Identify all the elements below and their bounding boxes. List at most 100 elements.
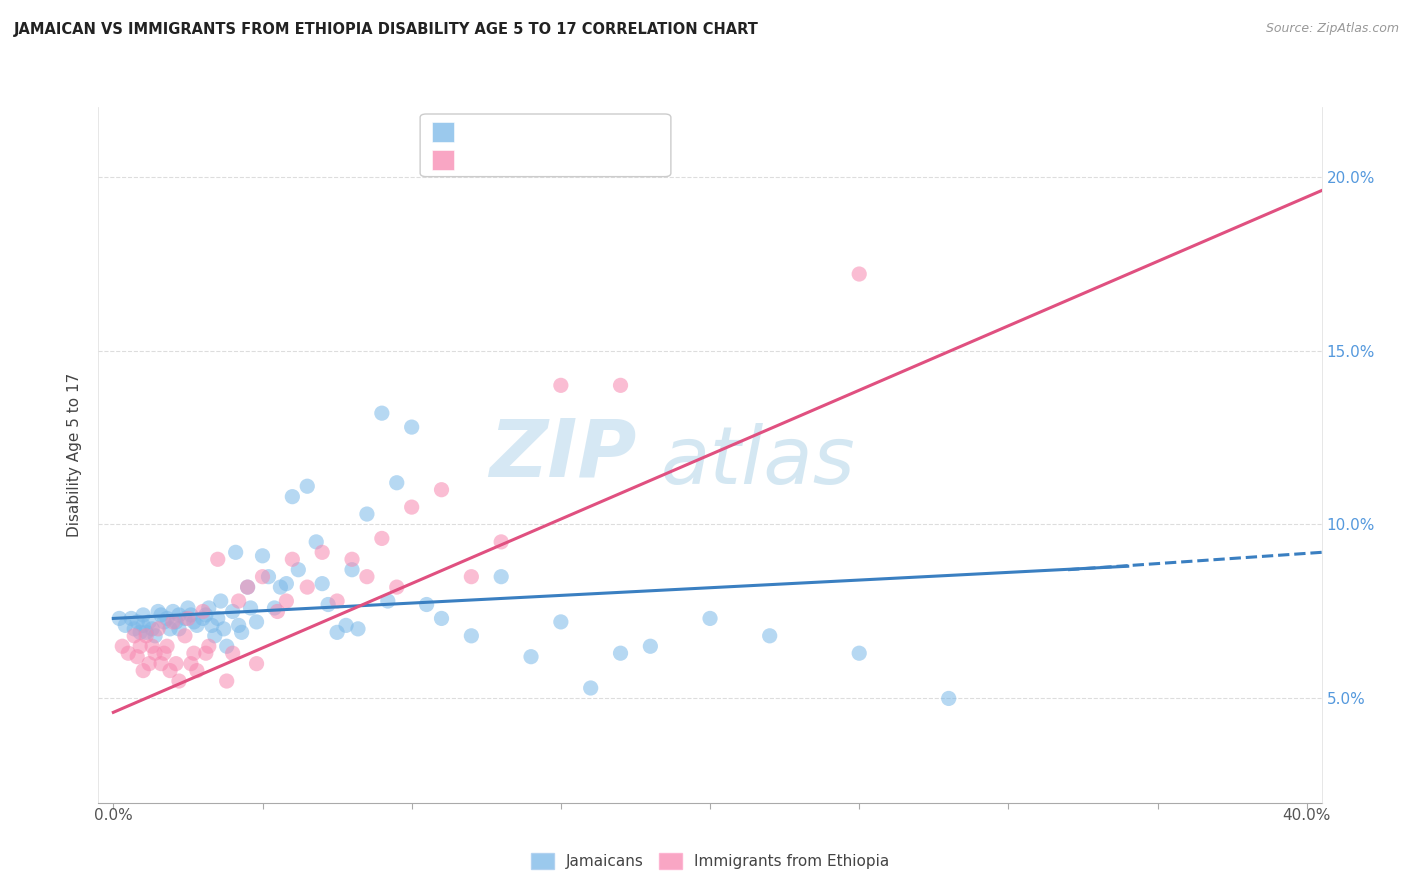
Point [326,594,349,608]
Point [153,615,176,629]
Point [129,639,152,653]
Text: 40.0%: 40.0% [1282,807,1331,822]
Point [401,500,423,514]
Point [198,639,221,653]
Point [146,622,169,636]
Point [156,639,179,653]
Point [198,601,221,615]
Point [117,646,139,660]
Point [371,532,394,546]
Point [165,657,187,671]
Point [699,611,721,625]
Point [489,570,512,584]
Text: ZIP: ZIP [489,416,637,494]
Point [430,483,453,497]
Point [209,594,232,608]
Point [132,618,155,632]
Point [609,646,631,660]
Point [207,552,229,566]
Point [194,646,217,660]
Point [191,605,214,619]
Point [221,646,243,660]
Point [191,611,214,625]
Point [335,618,357,632]
Point [122,629,145,643]
Point [550,615,572,629]
Point [281,552,304,566]
Point [236,580,259,594]
Point [183,646,205,660]
FancyBboxPatch shape [420,114,671,177]
Point [194,607,217,622]
Point [180,607,202,622]
Point [177,601,200,615]
Point [245,615,267,629]
Text: R =: R = [460,122,495,140]
Text: Source: ZipAtlas.com: Source: ZipAtlas.com [1265,22,1399,36]
Point [141,622,163,636]
Point [640,639,662,653]
Point [266,605,288,619]
Point [127,615,149,629]
Point [239,601,262,615]
Point [129,625,152,640]
Point [385,475,408,490]
Point [180,657,202,671]
Point [356,570,378,584]
Point [225,545,247,559]
Point [186,664,208,678]
Point [297,479,319,493]
Point [150,607,173,622]
Point [132,607,155,622]
Point [297,580,319,594]
Point [415,598,437,612]
Point [177,611,200,625]
Point [221,605,243,619]
Point [120,611,142,625]
Point [252,570,274,584]
Y-axis label: Disability Age 5 to 17: Disability Age 5 to 17 [67,373,83,537]
Point [108,611,131,625]
Point [276,576,298,591]
Point [489,534,512,549]
Point [141,639,163,653]
Legend: Jamaicans, Immigrants from Ethiopia: Jamaicans, Immigrants from Ethiopia [524,847,896,875]
Point [430,611,453,625]
Text: 0.143: 0.143 [496,122,548,140]
Point [162,615,184,629]
FancyBboxPatch shape [433,150,454,169]
Point [311,576,333,591]
Point [326,625,349,640]
Text: JAMAICAN VS IMMIGRANTS FROM ETHIOPIA DISABILITY AGE 5 TO 17 CORRELATION CHART: JAMAICAN VS IMMIGRANTS FROM ETHIOPIA DIS… [14,22,759,37]
Point [114,618,136,632]
Point [460,570,482,584]
Point [159,622,181,636]
Point [228,594,250,608]
Point [347,622,370,636]
Point [311,545,333,559]
Point [377,594,399,608]
Point [156,611,179,625]
Point [316,598,339,612]
Point [245,657,267,671]
Point [276,594,298,608]
Point [385,580,408,594]
Point [207,611,229,625]
Point [228,618,250,632]
Point [135,629,157,643]
Text: 75: 75 [616,122,638,140]
Point [215,674,238,689]
Point [138,657,160,671]
Point [143,629,166,643]
Point [356,507,378,521]
Point [287,563,309,577]
Point [371,406,394,420]
Point [174,629,197,643]
Text: 0.751: 0.751 [496,150,548,169]
Point [167,674,190,689]
Text: R =: R = [460,150,495,169]
Point [165,615,187,629]
Point [848,267,870,281]
Point [138,615,160,629]
Point [186,618,208,632]
